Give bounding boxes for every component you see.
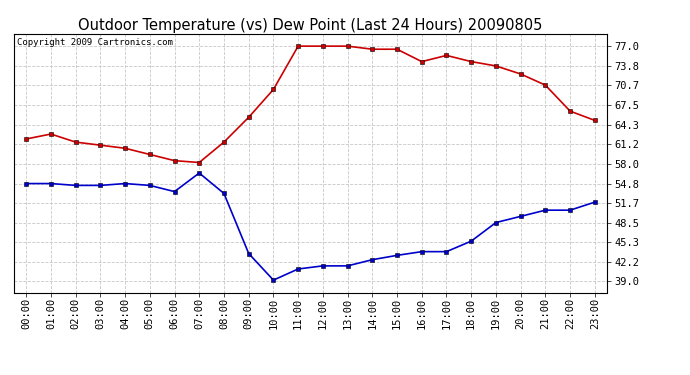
Title: Outdoor Temperature (vs) Dew Point (Last 24 Hours) 20090805: Outdoor Temperature (vs) Dew Point (Last… (78, 18, 543, 33)
Text: Copyright 2009 Cartronics.com: Copyright 2009 Cartronics.com (17, 38, 172, 46)
